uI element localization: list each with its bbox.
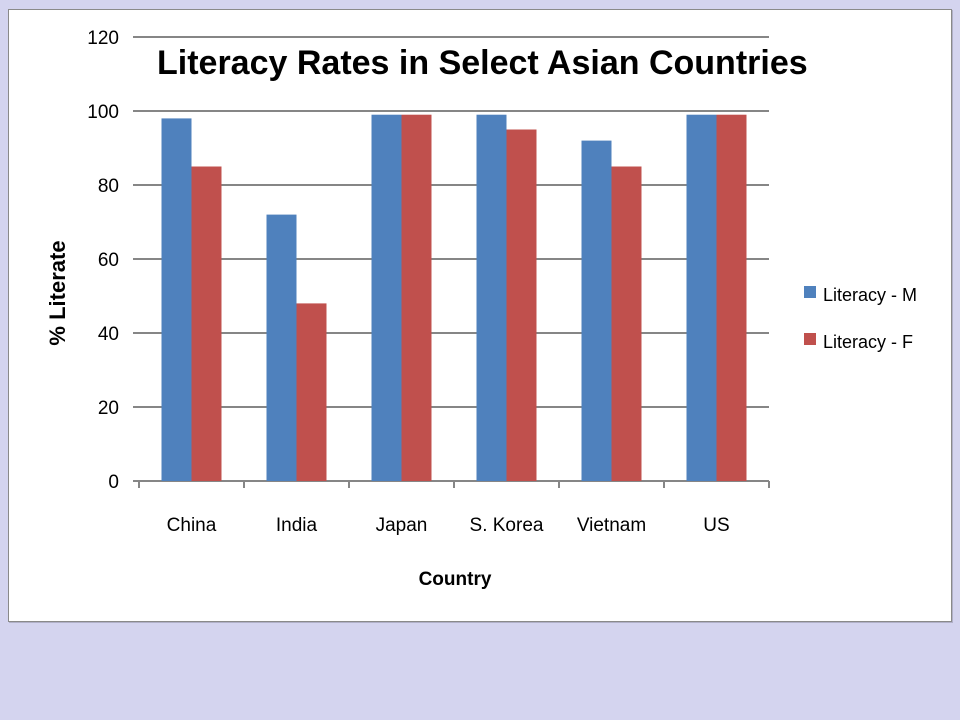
- bar-male: [266, 214, 297, 481]
- bar-male: [581, 140, 612, 481]
- y-tick-label: 0: [108, 472, 119, 493]
- gridlines: [133, 36, 770, 488]
- y-tick-label: 120: [87, 28, 119, 49]
- x-tick-label: S. Korea: [470, 515, 544, 536]
- y-tick-label: 100: [87, 102, 119, 123]
- x-axis-title: Country: [419, 569, 492, 590]
- legend: Literacy - M Literacy - F: [804, 285, 917, 352]
- bar-female: [296, 303, 327, 481]
- x-tick-label: Japan: [376, 515, 428, 536]
- x-tick-label: US: [703, 515, 729, 536]
- y-tick-label: 40: [98, 324, 119, 345]
- y-tick-label: 60: [98, 250, 119, 271]
- chart-title: Literacy Rates in Select Asian Countries: [157, 44, 808, 82]
- bar-male: [686, 114, 717, 481]
- x-tick-labels: China India Japan S. Korea Vietnam US: [167, 515, 730, 536]
- x-tick-label: Vietnam: [577, 515, 646, 536]
- legend-label-female: Literacy - F: [823, 332, 913, 352]
- y-tick-label: 80: [98, 176, 119, 197]
- y-tick-label: 20: [98, 398, 119, 419]
- bar-male: [161, 118, 192, 482]
- chart-frame: 0 20 40 60 80 100 120 China India Japan S. Korea V…: [8, 9, 952, 622]
- x-tick-label: India: [276, 515, 318, 536]
- bar-female: [611, 166, 642, 481]
- x-tick-label: China: [167, 515, 217, 536]
- bar-female: [716, 114, 747, 481]
- bar-female: [506, 129, 537, 481]
- legend-label-male: Literacy - M: [823, 285, 917, 305]
- bar-female: [401, 114, 432, 481]
- legend-swatch-female: [804, 333, 816, 345]
- bar-female: [191, 166, 222, 481]
- legend-swatch-male: [804, 286, 816, 298]
- bar-male: [476, 114, 507, 481]
- bars: [161, 114, 747, 482]
- bar-chart: 0 20 40 60 80 100 120 China India Japan S. Korea V…: [45, 28, 917, 590]
- bar-male: [371, 114, 402, 481]
- y-tick-labels: 0 20 40 60 80 100 120: [87, 28, 119, 493]
- y-axis-title: % Literate: [45, 240, 70, 345]
